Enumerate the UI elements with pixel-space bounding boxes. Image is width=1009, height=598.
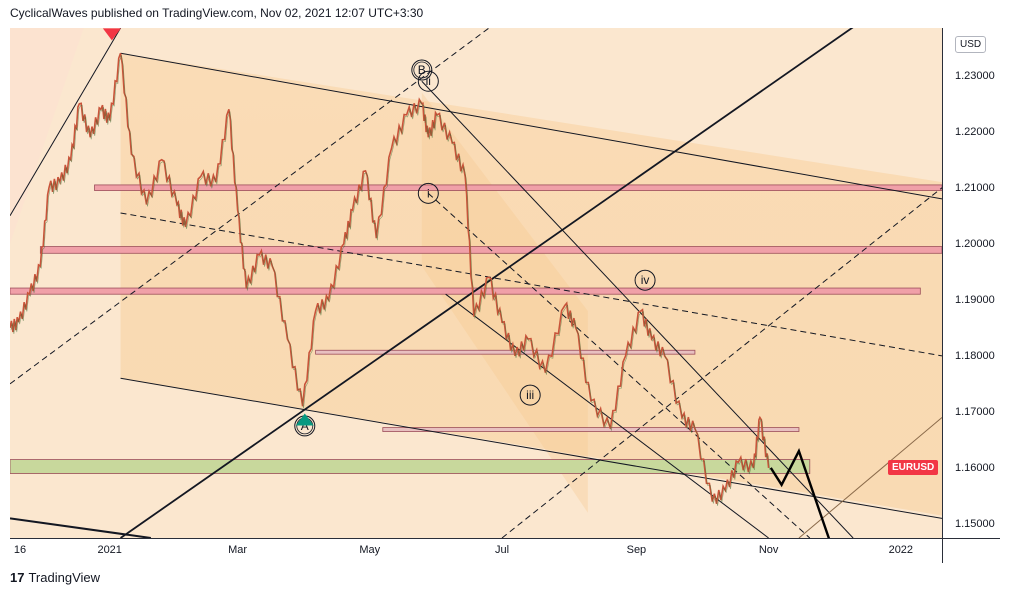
time-tick-label: 2021 xyxy=(97,544,122,556)
horizontal-zone xyxy=(94,184,942,191)
projection-path xyxy=(769,448,831,538)
time-scale[interactable]: 16 2021 Mar May Jul Sep Nov 2022 xyxy=(10,538,942,563)
symbol-price-tag: EURUSD xyxy=(888,459,939,475)
horizontal-zone xyxy=(315,349,696,355)
price-tick-label: 1.16000 xyxy=(955,461,995,474)
price-tick-label: 1.19000 xyxy=(955,293,995,306)
wave-label-circle xyxy=(519,384,541,406)
price-tick-label: 1.17000 xyxy=(955,405,995,418)
time-tick-label: Sep xyxy=(626,544,647,556)
sell-arrow-icon xyxy=(102,28,121,41)
tradingview-logo-icon: 17 xyxy=(10,570,25,585)
wave-label-circle xyxy=(417,182,439,204)
footer-brand: 17 TradingView xyxy=(10,570,100,585)
wave-label-text: iv xyxy=(641,273,650,287)
wave-shade xyxy=(421,92,588,513)
wave-label-inner-circle xyxy=(413,61,431,79)
wave-label-text: A xyxy=(301,419,309,433)
wave-label-text: iii xyxy=(526,388,534,402)
channel-top-left xyxy=(10,28,121,217)
time-tick-label: Nov xyxy=(758,544,779,556)
bottom-left-line xyxy=(10,517,152,538)
horizontal-zone xyxy=(10,287,921,295)
scale-corner xyxy=(942,538,1000,563)
time-tick-label: 2022 xyxy=(888,544,914,556)
price-tick-label: 1.21000 xyxy=(955,181,995,194)
price-scale[interactable]: USD 1.23000 1.22000 1.21000 1.20000 1.19000 1… xyxy=(888,28,1000,538)
horizontal-zone xyxy=(10,459,811,474)
wave-channel-dashed xyxy=(427,192,811,538)
wave-label-circle xyxy=(411,59,433,81)
wave-channel-upper xyxy=(421,80,854,538)
currency-label[interactable]: USD xyxy=(955,36,987,53)
wave-label-text: B xyxy=(418,63,426,77)
time-tick-label: Mar xyxy=(228,544,248,556)
channel-mid-dashed xyxy=(120,212,942,357)
time-tick-label: Jul xyxy=(494,544,510,556)
corner-shade xyxy=(10,28,84,244)
channel-upper-line xyxy=(120,52,942,200)
price-series-shadow xyxy=(10,55,770,506)
price-tick-label: 1.23000 xyxy=(955,69,995,82)
price-tick-label: 1.18000 xyxy=(955,349,995,362)
time-tick-label: May xyxy=(359,544,381,556)
price-tick-label: 1.15000 xyxy=(955,517,995,530)
wave-label-text: i xyxy=(427,186,430,200)
time-tick-label: 16 xyxy=(13,544,27,556)
channel-lower-line xyxy=(120,377,942,519)
buy-arrow-icon xyxy=(295,413,314,426)
publish-info: CyclicalWaves published on TradingView.c… xyxy=(10,6,424,20)
channel-shade xyxy=(120,53,942,516)
price-series-line xyxy=(10,52,770,504)
dashed-lower-trend xyxy=(501,187,942,538)
wave-label-circle xyxy=(634,269,656,291)
wave-label-circle xyxy=(417,70,439,92)
wave-label-text: ii xyxy=(426,74,431,88)
brand-name: TradingView xyxy=(28,570,101,585)
price-tick-label: 1.20000 xyxy=(955,237,995,250)
main-uptrend-line xyxy=(120,28,854,538)
horizontal-zone xyxy=(382,427,800,432)
price-tick-label: 1.22000 xyxy=(955,125,995,138)
